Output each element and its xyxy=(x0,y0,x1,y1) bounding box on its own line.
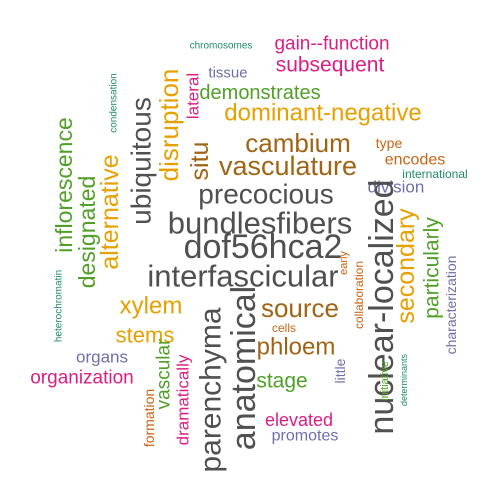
word-dominant-negative: dominant-negative xyxy=(224,100,421,127)
word-condensation: condensation xyxy=(109,73,120,133)
word-secondary: secondary xyxy=(392,208,420,324)
word-situ: situ xyxy=(186,142,214,181)
word-ubiquitous: ubiquitous xyxy=(126,97,157,225)
word-promotes: promotes xyxy=(272,428,339,445)
word-xylem: xylem xyxy=(120,293,183,320)
word-stage: stage xyxy=(256,370,307,393)
word-vasculature: vasculature xyxy=(219,151,357,181)
word-disruption: disruption xyxy=(154,69,184,182)
word-nuclear-localized: nuclear-localized xyxy=(363,179,401,434)
word-inflorescence: inflorescence xyxy=(51,117,77,253)
word-anatomical: anatomical xyxy=(225,286,263,450)
word-characterization: characterization xyxy=(443,256,459,355)
word-chromosomes: chromosomes xyxy=(190,41,253,52)
word-parenchyma: parenchyma xyxy=(195,307,228,472)
word-type: type xyxy=(376,135,403,151)
word-interfascicular: interfascicular xyxy=(147,259,338,294)
word-particularly: particularly xyxy=(421,217,444,319)
word-stems: stems xyxy=(116,323,175,348)
word-alternative: alternative xyxy=(96,154,124,269)
word-elevated: elevated xyxy=(265,410,333,430)
word-tissue: tissue xyxy=(208,65,247,82)
word-phloem: phloem xyxy=(257,334,336,361)
word-early: early xyxy=(338,251,350,275)
word-vascular: vascular xyxy=(154,338,175,409)
word-formation: formation xyxy=(141,389,157,447)
word-lateral: lateral xyxy=(184,73,203,119)
word-little: little xyxy=(332,358,348,383)
word-collaboration: collaboration xyxy=(352,261,366,329)
words-layer: gain--function chromosomes subsequent tissu… xyxy=(30,34,467,473)
word-source: source xyxy=(261,293,339,323)
word-bundlesfibers: bundlesfibers xyxy=(168,206,352,241)
word-gain-function: gain--function xyxy=(274,34,389,55)
word-initiative: initiative xyxy=(379,361,391,401)
word-organization: organization xyxy=(30,368,134,389)
word-determinants: determinants xyxy=(399,353,409,406)
word-cells: cells xyxy=(272,321,296,335)
word-division: division xyxy=(368,178,425,197)
word-organs: organs xyxy=(76,348,128,367)
word-demonstrates: demonstrates xyxy=(199,82,320,104)
word-dof56hca2: dof56hca2 xyxy=(184,228,343,266)
word-encodes: encodes xyxy=(385,152,446,169)
word-international: international xyxy=(402,167,467,181)
word-dramatically: dramatically xyxy=(174,354,193,445)
word-designated: designated xyxy=(74,176,100,289)
word-cambium: cambium xyxy=(245,128,350,158)
word-subsequent: subsequent xyxy=(276,54,385,77)
word-heterochromatin: heterochromatin xyxy=(54,270,65,342)
word-precocious: precocious xyxy=(198,179,333,210)
